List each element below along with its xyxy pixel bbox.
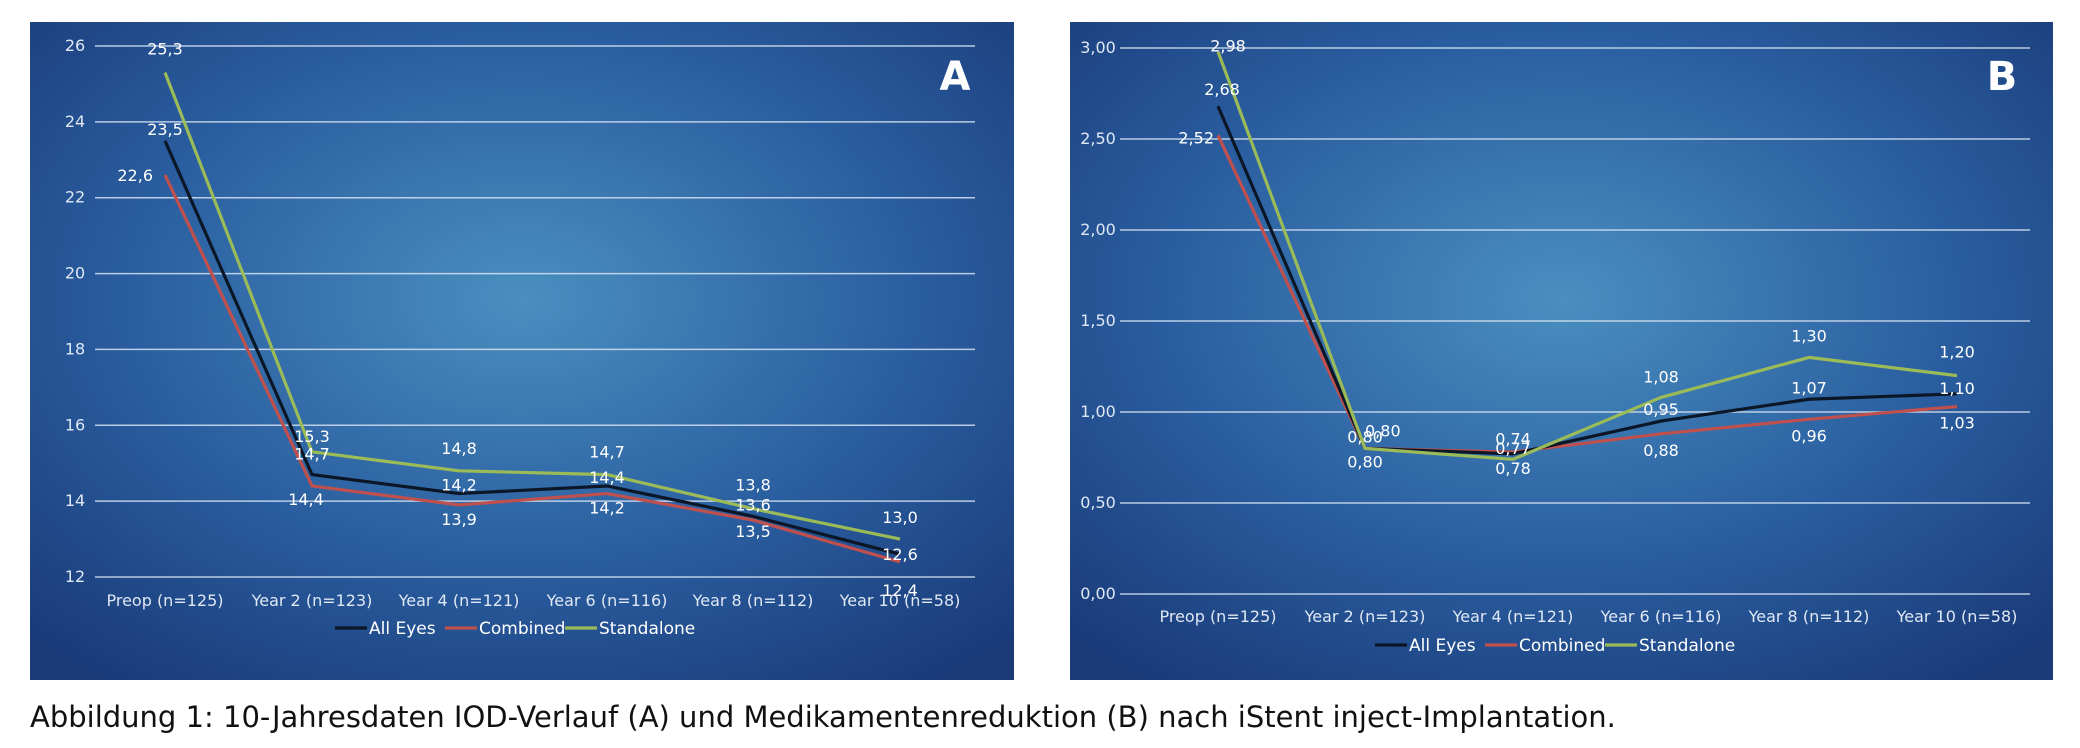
series-line-standalone	[1216, 51, 1958, 461]
y-tick-label: 12	[65, 567, 85, 586]
panel-letter: B	[1987, 54, 2018, 100]
series-line-all-eyes	[1216, 105, 1958, 456]
data-label: 14,4	[288, 490, 324, 509]
data-label: 25,3	[147, 40, 183, 59]
data-label: 0,88	[1643, 441, 1679, 460]
legend-label: Standalone	[1639, 636, 1735, 656]
y-tick-label: 0,00	[1080, 584, 1116, 603]
y-tick-label: 3,00	[1080, 38, 1116, 57]
x-tick-label: Year 4 (n=121)	[398, 591, 520, 610]
y-tick-label: 22	[65, 188, 85, 207]
chart-svg-b: 0,00 0,50 1,00 1,50 2,00 2,50 3,00 Preop (n=125…	[1070, 22, 2053, 680]
data-label: 13,5	[735, 522, 771, 541]
y-tick-label: 14	[65, 491, 85, 510]
data-label: 22,6	[117, 166, 153, 185]
data-label: 0,78	[1495, 459, 1531, 478]
x-tick-label: Year 2 (n=123)	[251, 591, 373, 610]
x-tick-label: Year 10 (n=58)	[1896, 607, 2018, 626]
data-label: 2,52	[1178, 128, 1214, 147]
figure-caption: Abbildung 1: 10-Jahresdaten IOD-Verlauf …	[30, 700, 1616, 734]
y-tick-label: 2,50	[1080, 129, 1116, 148]
data-label: 13,8	[735, 476, 771, 495]
data-label: 0,74	[1495, 429, 1531, 448]
data-label: 14,2	[441, 476, 477, 495]
x-tick-label: Year 2 (n=123)	[1304, 607, 1426, 626]
data-label: 12,6	[882, 545, 918, 564]
data-label: 0,80	[1347, 427, 1383, 446]
data-label: 1,08	[1643, 367, 1679, 386]
data-label: 13,9	[441, 510, 477, 529]
x-tick-label: Preop (n=125)	[106, 591, 223, 610]
x-tick-label: Preop (n=125)	[1159, 607, 1276, 626]
chart-svg-a: 12 14 16 18 20 22 24 26 Preop (n=125) Year 2 (n=1…	[30, 22, 1014, 680]
data-label: 14,7	[294, 445, 330, 464]
y-tick-label: 1,00	[1080, 402, 1116, 421]
x-tick-label: Year 6 (n=116)	[546, 591, 668, 610]
data-label: 0,96	[1791, 426, 1827, 445]
y-tick-label: 26	[65, 36, 85, 55]
x-tick-label: Year 4 (n=121)	[1452, 607, 1574, 626]
data-label: 13,0	[882, 508, 918, 527]
y-tick-label: 24	[65, 112, 85, 131]
x-tick-label: Year 10 (n=58)	[839, 591, 961, 610]
y-tick-label: 0,50	[1080, 493, 1116, 512]
y-tick-label: 2,00	[1080, 220, 1116, 239]
chart-background	[1070, 22, 2053, 680]
series-line-combined	[163, 174, 901, 564]
data-label: 0,80	[1347, 452, 1383, 471]
data-label: 12,4	[882, 581, 918, 600]
data-label: 15,3	[294, 427, 330, 446]
y-tick-label: 16	[65, 415, 85, 434]
data-label: 0,77	[1495, 439, 1531, 458]
data-label: 14,7	[589, 443, 625, 462]
series-line-all-eyes	[163, 140, 901, 556]
data-label: 14,4	[589, 468, 625, 487]
chart-panel-b: 0,00 0,50 1,00 1,50 2,00 2,50 3,00 Preop (n=125…	[1070, 22, 2053, 680]
panel-letter: A	[940, 54, 971, 100]
data-label: 23,5	[147, 120, 183, 139]
data-label: 14,2	[589, 499, 625, 518]
data-label: 1,20	[1939, 343, 1975, 362]
chart-panel-a: 12 14 16 18 20 22 24 26 Preop (n=125) Year 2 (n=1…	[30, 22, 1014, 680]
y-tick-label: 1,50	[1080, 311, 1116, 330]
series-line-standalone	[163, 71, 901, 541]
legend-label: All Eyes	[1409, 636, 1476, 656]
chart-background	[30, 22, 1014, 680]
data-label: 1,10	[1939, 379, 1975, 398]
x-tick-label: Year 8 (n=112)	[692, 591, 814, 610]
data-label: 1,03	[1939, 414, 1975, 433]
legend-label: All Eyes	[369, 619, 436, 639]
data-label: 1,30	[1791, 326, 1827, 345]
data-label: 0,95	[1643, 400, 1679, 419]
legend-label: Standalone	[599, 619, 695, 639]
y-tick-label: 20	[65, 264, 85, 283]
data-label: 13,6	[735, 495, 771, 514]
data-label: 2,98	[1210, 37, 1246, 56]
data-label: 14,8	[441, 439, 477, 458]
data-label: 0,80	[1365, 421, 1401, 440]
data-label: 1,07	[1791, 378, 1827, 397]
data-label: 2,68	[1204, 80, 1240, 99]
y-tick-label: 18	[65, 339, 85, 358]
x-tick-label: Year 8 (n=112)	[1748, 607, 1870, 626]
legend-label: Combined	[1519, 636, 1605, 656]
legend-label: Combined	[479, 619, 565, 639]
x-tick-label: Year 6 (n=116)	[1600, 607, 1722, 626]
series-line-combined	[1216, 134, 1958, 454]
